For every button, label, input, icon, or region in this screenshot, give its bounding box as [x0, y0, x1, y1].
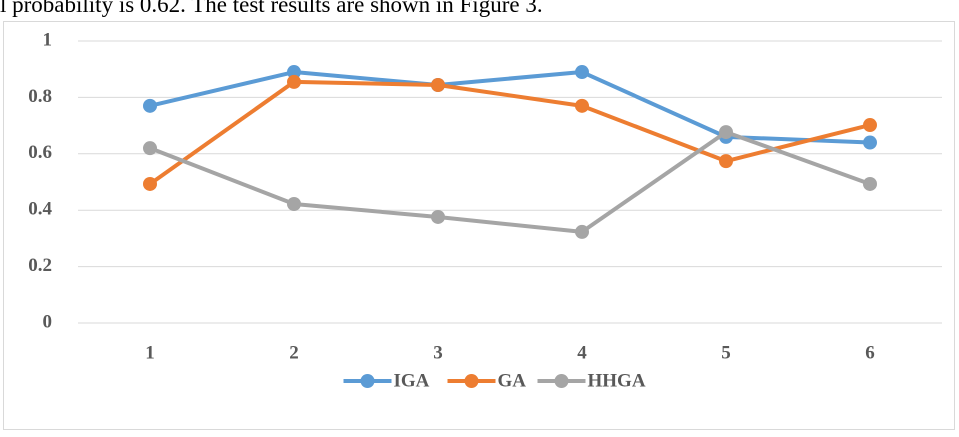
legend-label: HHGA	[588, 370, 646, 391]
point	[287, 74, 301, 89]
x-tick-label: 6	[865, 342, 875, 363]
legend-label: IGA	[394, 370, 430, 391]
y-tick-label: 0.4	[28, 199, 52, 220]
x-tick-label: 5	[721, 342, 731, 363]
point	[575, 224, 589, 239]
body-text: l probability is 0.62. The test results …	[0, 0, 543, 17]
x-tick-label: 2	[289, 342, 299, 363]
x-tick-label: 1	[145, 342, 155, 363]
point	[575, 65, 589, 80]
point	[287, 65, 301, 80]
legend-marker	[554, 374, 569, 388]
point	[719, 154, 733, 169]
point	[287, 196, 301, 211]
x-tick-label: 4	[577, 342, 587, 363]
point	[431, 77, 445, 92]
legend-marker	[360, 374, 375, 388]
series-line	[149, 130, 871, 234]
legend-marker	[464, 374, 479, 388]
series-line	[148, 79, 871, 186]
point	[575, 98, 589, 113]
x-tick-label: 3	[433, 342, 443, 363]
point	[143, 176, 157, 191]
point	[863, 118, 877, 133]
series-line	[149, 70, 871, 145]
point	[431, 209, 445, 224]
legend-label: GA	[498, 370, 527, 391]
y-tick-label: 0.6	[28, 142, 52, 163]
point	[863, 135, 877, 150]
point	[719, 125, 733, 140]
y-tick-label: 0.2	[28, 255, 52, 276]
y-tick-label: 0	[43, 311, 53, 332]
point	[143, 98, 157, 113]
y-tick-label: 1	[43, 29, 53, 50]
chart-border	[3, 21, 955, 430]
point	[863, 176, 877, 191]
point	[143, 141, 157, 156]
y-tick-label: 0.8	[28, 86, 52, 107]
